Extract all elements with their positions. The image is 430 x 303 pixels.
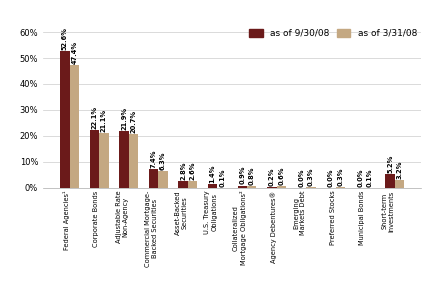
Text: 0.0%: 0.0% bbox=[298, 168, 304, 187]
Bar bbox=[119, 131, 129, 188]
Text: 0.9%: 0.9% bbox=[239, 166, 245, 185]
Text: 0.2%: 0.2% bbox=[269, 168, 275, 186]
Bar bbox=[208, 184, 218, 188]
Bar bbox=[237, 185, 247, 188]
Text: 7.4%: 7.4% bbox=[150, 149, 157, 168]
Bar bbox=[129, 134, 138, 188]
Text: 3.2%: 3.2% bbox=[396, 160, 402, 178]
Text: 5.2%: 5.2% bbox=[387, 155, 393, 173]
Text: 47.4%: 47.4% bbox=[71, 41, 77, 64]
Text: 2.8%: 2.8% bbox=[180, 161, 186, 180]
Bar bbox=[336, 187, 345, 188]
Bar bbox=[385, 174, 395, 188]
Bar bbox=[60, 51, 70, 188]
Bar bbox=[70, 65, 79, 188]
Bar bbox=[149, 169, 158, 188]
Text: 0.3%: 0.3% bbox=[338, 168, 344, 186]
Text: 6.3%: 6.3% bbox=[160, 152, 166, 171]
Text: 0.1%: 0.1% bbox=[367, 168, 373, 187]
Text: 20.7%: 20.7% bbox=[130, 110, 136, 133]
Text: 0.3%: 0.3% bbox=[308, 168, 314, 186]
Text: 0.8%: 0.8% bbox=[249, 166, 255, 185]
Text: 21.9%: 21.9% bbox=[121, 107, 127, 130]
Text: 0.0%: 0.0% bbox=[328, 168, 334, 187]
Text: 1.4%: 1.4% bbox=[210, 165, 216, 183]
Bar bbox=[99, 133, 109, 188]
Bar bbox=[276, 186, 286, 188]
Legend: as of 9/30/08, as of 3/31/08: as of 9/30/08, as of 3/31/08 bbox=[249, 29, 417, 38]
Bar bbox=[306, 187, 316, 188]
Bar bbox=[188, 181, 197, 188]
Text: 22.1%: 22.1% bbox=[92, 106, 98, 129]
Bar bbox=[90, 131, 99, 188]
Bar bbox=[158, 171, 168, 188]
Text: 0.1%: 0.1% bbox=[219, 168, 225, 187]
Text: 0.0%: 0.0% bbox=[357, 168, 363, 187]
Bar bbox=[178, 181, 188, 188]
Bar bbox=[395, 180, 404, 188]
Bar bbox=[267, 187, 276, 188]
Text: 21.1%: 21.1% bbox=[101, 109, 107, 132]
Text: 0.6%: 0.6% bbox=[278, 167, 284, 185]
Text: 52.6%: 52.6% bbox=[62, 27, 68, 50]
Text: 2.6%: 2.6% bbox=[190, 161, 196, 180]
Bar bbox=[247, 186, 256, 188]
